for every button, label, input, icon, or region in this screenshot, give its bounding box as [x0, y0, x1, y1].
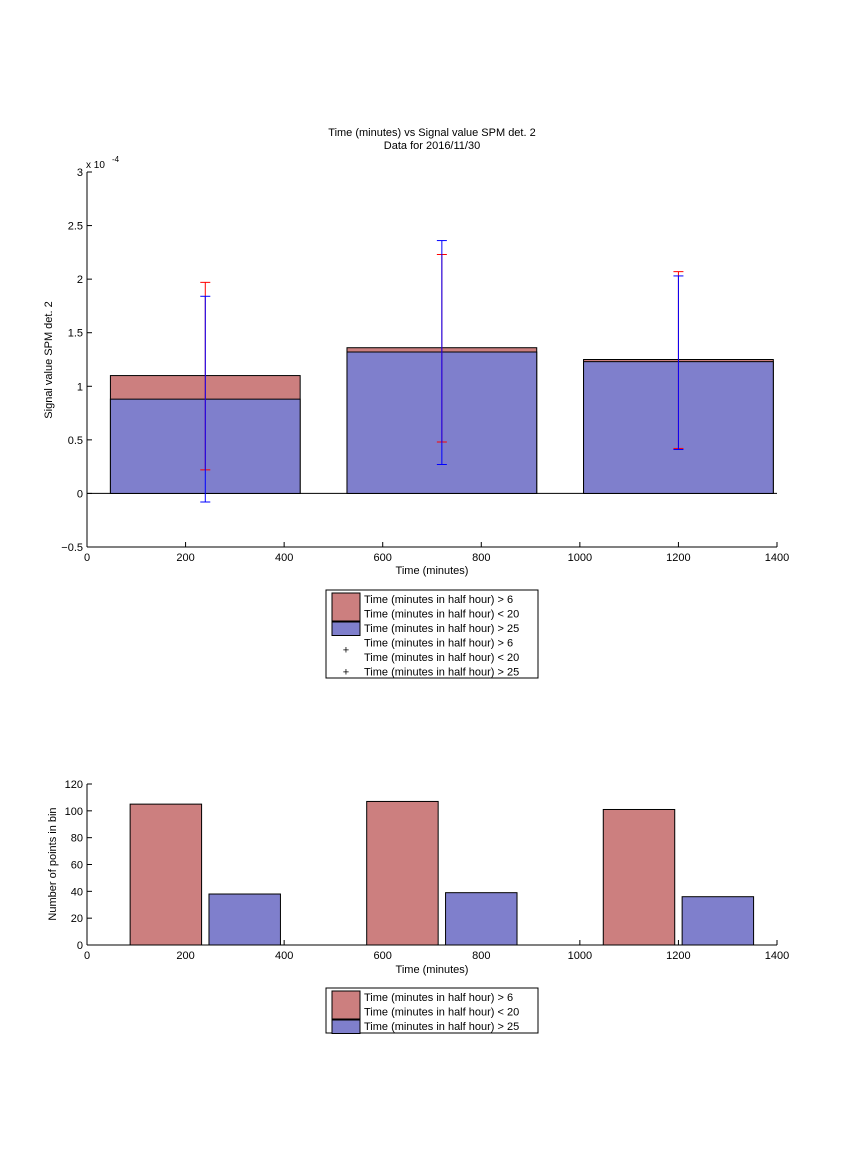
chart2-y-tick-label: 40 [71, 886, 83, 898]
chart2-y-tick-label: 60 [71, 860, 83, 872]
chart1-legend-entry-1-text: Time (minutes in half hour) < 20 [364, 609, 519, 621]
chart1-legend-entry-2-text: Time (minutes in half hour) > 25 [364, 623, 519, 635]
chart1-legend-box [325, 589, 539, 679]
chart1-y-tick-label: 0.5 [68, 435, 83, 447]
chart2-plot: 0 200 400 600 800 1000 1200 1400 0 20 40 60 80 100 120 [65, 779, 790, 962]
chart2-y-tick-label: 20 [71, 913, 83, 925]
chart2-bar-series1 [602, 808, 676, 946]
chart1-x-tick-label: 200 [176, 552, 194, 564]
chart2-y-tick-label: 80 [71, 833, 83, 845]
chart2-y-tick-label: 120 [65, 779, 83, 791]
chart1-x-axis-label: Time (minutes) [396, 565, 469, 577]
chart2-bar-series2 [208, 893, 281, 946]
chart2-x-tick-label: 1400 [765, 950, 789, 962]
chart2-bar-series1 [366, 800, 439, 946]
chart1-y-tick-label: 2.5 [68, 221, 83, 233]
chart2-legend-patch-1 [331, 990, 361, 1020]
chart1-exponent-label: x 10 [86, 160, 105, 171]
chart1-y-tick-label: 0 [77, 488, 83, 500]
chart2-x-tick-label: 200 [176, 950, 194, 962]
chart1-x-tick-label: 1200 [666, 552, 690, 564]
chart1-legend-entry-3-text: Time (minutes in half hour) < 20 [364, 652, 519, 664]
chart2-x-tick-label: 800 [472, 950, 490, 962]
chart1-y-tick-label: −0.5 [61, 542, 83, 554]
chart1-plot: 0 200 400 600 800 1000 1200 1400−0.500.511.522.… [61, 167, 789, 564]
chart1-legend-entry-3-text: Time (minutes in half hour) > 6 [364, 638, 513, 650]
chart1-legend: Time (minutes in half hour) > 6 Time (min… [325, 589, 539, 679]
chart1-legend-marker-4: + [343, 667, 349, 679]
chart2-x-tick-label: 0 [84, 950, 90, 962]
chart2-legend: Time (minutes in half hour) > 6 Time (min… [325, 987, 539, 1034]
chart1-x-tick-label: 600 [374, 552, 392, 564]
chart2-legend-entry-1-text: Time (minutes in half hour) > 6 [364, 992, 513, 1004]
chart1-x-tick-label: 1000 [568, 552, 592, 564]
chart2-x-axis-label: Time (minutes) [396, 964, 469, 976]
chart2-y-tick-label: 100 [65, 806, 83, 818]
chart2-bar-series1 [129, 803, 203, 946]
chart2-legend-patch-2 [331, 1019, 361, 1034]
chart1-legend-entry-1-text: Time (minutes in half hour) > 6 [364, 594, 513, 606]
chart1-y-tick-label: 3 [77, 167, 83, 179]
chart1-legend-patch-1 [331, 592, 361, 622]
chart1-exponent-power: -4 [112, 155, 120, 164]
chart1-x-tick-label: 400 [275, 552, 293, 564]
chart2-x-tick-label: 1000 [568, 950, 592, 962]
chart1-y-tick-label: 1.5 [68, 328, 83, 340]
chart1-legend-patch-2 [331, 621, 361, 636]
chart2-y-tick-label: 0 [77, 940, 83, 952]
chart2-legend-entry-1-text: Time (minutes in half hour) < 20 [364, 1007, 519, 1019]
chart1-legend-entry-4-text: Time (minutes in half hour) > 25 [364, 667, 519, 679]
chart2-bar-series2 [445, 892, 518, 946]
chart2-x-tick-label: 1200 [666, 950, 690, 962]
chart1-x-tick-label: 800 [472, 552, 490, 564]
chart2-x-tick-label: 600 [374, 950, 392, 962]
chart1-legend-marker-3: + [343, 645, 349, 657]
chart2-y-axis-label: Number of points in bin [47, 807, 59, 920]
chart1-y-tick-label: 2 [77, 274, 83, 286]
chart2-legend-box [325, 987, 539, 1034]
chart2-x-tick-label: 400 [275, 950, 293, 962]
chart1-x-tick-label: 0 [84, 552, 90, 564]
chart1-y-axis-label: Signal value SPM det. 2 [43, 301, 55, 418]
chart2-legend-entry-2-text: Time (minutes in half hour) > 25 [364, 1021, 519, 1033]
chart2-bar-series2 [681, 896, 755, 946]
chart1-y-tick-label: 1 [77, 381, 83, 393]
chart1-subtitle: Data for 2016/11/30 [384, 140, 480, 152]
chart1-x-tick-label: 1400 [765, 552, 789, 564]
chart1-title: Time (minutes) vs Signal value SPM det. … [328, 127, 535, 139]
